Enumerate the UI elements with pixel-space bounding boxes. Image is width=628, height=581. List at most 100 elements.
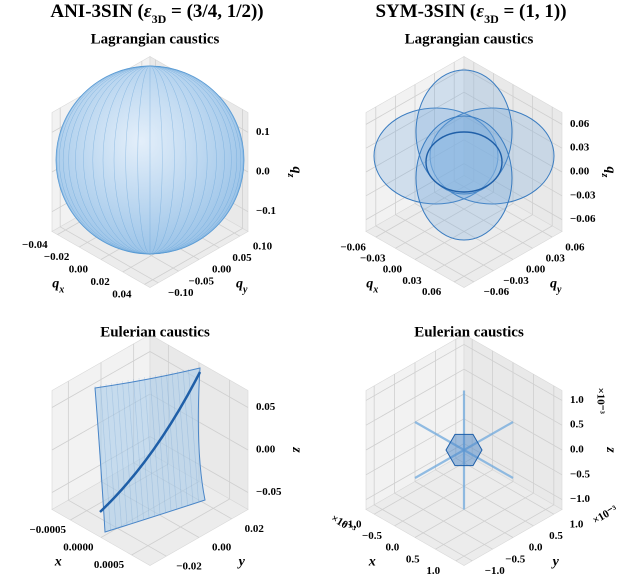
surface-mesh [125,65,175,255]
y-tick-label: 0.05 [232,252,252,264]
surface-mesh [160,373,172,511]
surface-mesh [137,65,163,255]
surface-mesh [75,65,225,255]
y-tick-label: 0.5 [549,530,563,542]
grid-line [394,492,493,550]
title-text: SYM-3SIN ( [375,1,476,22]
x-tick-label: −0.0005 [29,524,66,536]
z-tick-label: −0.1 [256,205,276,217]
caustic-surface [94,367,206,533]
z-offset: ×10⁻³ [594,388,606,415]
grid-line [365,115,465,173]
grid-line [365,163,465,220]
x-offset: ×10⁻³ [329,512,358,536]
grid-line [463,139,563,197]
surface-mesh [111,382,122,527]
title-symbol: ε [144,1,152,22]
y-tick-label: 1.0 [570,518,584,530]
grid-line [59,226,159,284]
grid-line [365,368,465,426]
grid-line [373,504,473,562]
surface-mesh [100,384,111,531]
axis-label-sub: y [556,284,562,295]
axis-label-sub: x [372,284,378,295]
x-tick-label: 0.5 [406,553,420,565]
x-tick-label: 0.00 [383,264,403,276]
surface-mesh [56,65,244,255]
surface-mesh [182,369,194,504]
axis-label: y [237,555,246,570]
axis-label-sub: y [242,284,248,295]
y-tick-label: −1.0 [485,565,506,577]
x-tick-label: −1.0 [342,518,363,530]
grid-line [463,163,563,220]
grid-line [463,115,563,173]
surface-mesh [83,65,217,255]
axis-label-text: q [236,277,243,292]
axis-label-text: q [603,167,618,174]
surface-mesh [105,383,117,529]
title-sub: 3D [152,12,167,26]
title-sub: 3D [484,12,499,26]
grid-line [51,351,151,408]
surface-mesh [83,65,217,255]
panel-title: Lagrangian caustics [405,31,534,47]
axis-label: z [289,446,304,453]
grid-line [365,91,465,149]
surface-mesh [122,380,133,524]
axis-label-sub: z [285,173,296,178]
axis-label: y [551,555,560,570]
z-tick-label: 0.00 [570,166,590,178]
x-tick-label: 0.02 [91,276,111,288]
surface-mesh [133,378,144,520]
z-tick-label: −0.03 [570,189,596,201]
column-title: SYM-3SIN (ε3D = (1, 1)) [375,1,566,25]
title-rest: = (1, 1)) [499,1,567,22]
z-tick-label: 0.1 [256,126,270,138]
axis-label: qy [550,277,562,296]
grid-line [463,368,563,426]
grid-line [463,68,563,125]
x-tick-label: −0.06 [340,241,366,253]
surface-mesh [102,65,198,255]
grid-line [395,214,494,272]
axis-label-text: q [550,277,557,292]
y-tick-label: −0.02 [176,560,202,572]
grid-line [375,225,474,283]
grid-line [414,203,514,260]
grid-line [454,180,553,238]
panel-title: Eulerian caustics [414,324,524,340]
z-tick-label: 0.0 [570,444,584,456]
axis-label-text: q [289,167,304,174]
axis-label-sub: z [599,173,610,178]
z-tick-label: 0.03 [570,142,590,154]
surface-mesh [55,65,245,255]
grid-line [365,418,465,476]
x-tick-label: 0.06 [422,286,442,298]
z-tick-label: −1.0 [570,493,591,505]
axis-label: z [603,446,618,453]
surface-mesh [149,375,161,515]
y-tick-label: −0.03 [503,275,529,287]
surface-mesh [125,65,175,255]
z-tick-label: 0.05 [256,401,276,413]
y-tick-label: 0.0 [529,542,543,554]
surface-mesh [75,65,225,255]
x-tick-label: −0.5 [362,530,383,542]
axis-label: qx [366,277,378,296]
axis-label-text: q [366,277,373,292]
grid-line [434,191,533,249]
grid-line [463,344,563,401]
surface-mesh [166,372,177,509]
column-title: ANI-3SIN (ε3D = (3/4, 1/2)) [50,1,263,25]
panel-title: Eulerian caustics [100,324,210,340]
surface-mesh [92,65,208,255]
surface-mesh [62,65,238,255]
title-rest: = (3/4, 1/2)) [166,1,263,22]
y-tick-label: 0.00 [526,264,546,276]
y-tick-label: 0.00 [212,542,232,554]
surface-mesh [102,65,198,255]
x-tick-label: 0.03 [402,275,422,287]
surface-mesh [137,65,163,255]
